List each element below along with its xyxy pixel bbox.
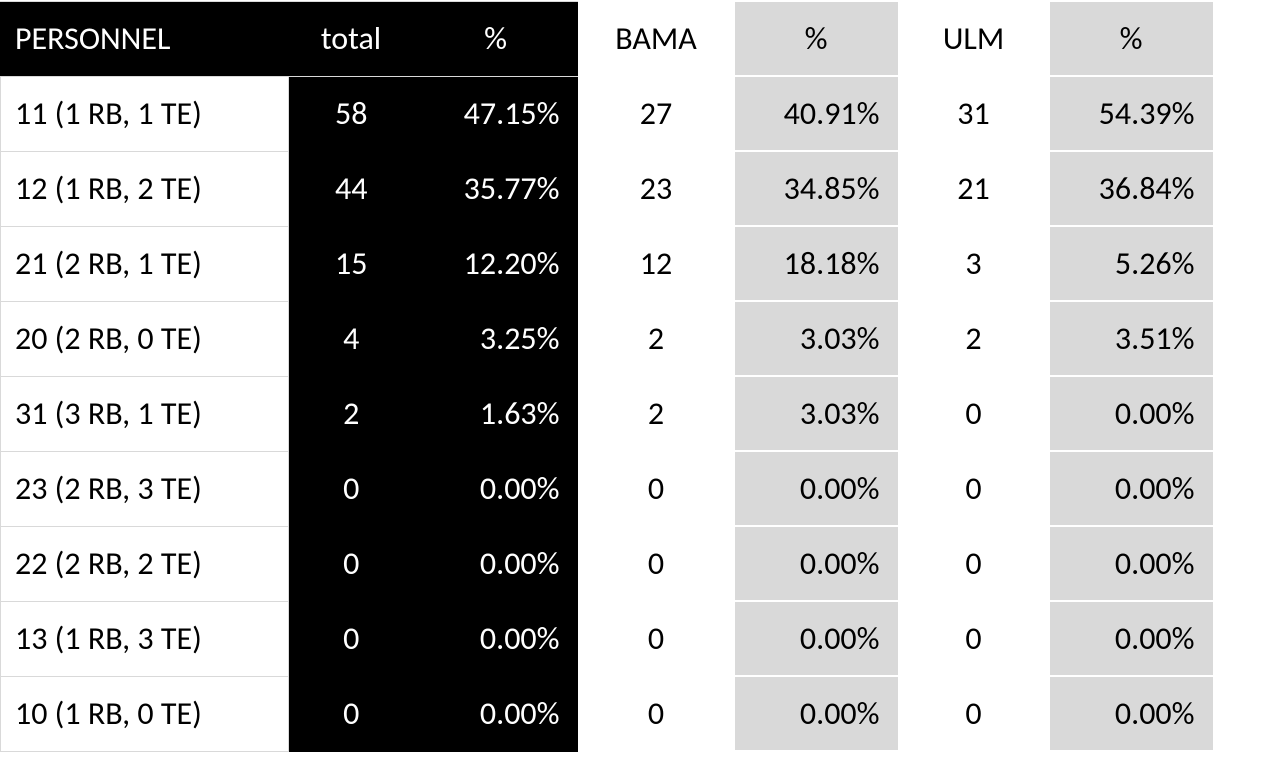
- cell-personnel: 12 (1 RB, 2 TE): [1, 151, 289, 226]
- cell-total-pct: 47.15%: [414, 76, 579, 151]
- cell-personnel: 31 (3 RB, 1 TE): [1, 376, 289, 451]
- table-row: 21 (2 RB, 1 TE) 15 12.20% 12 18.18% 3 5.…: [1, 226, 1214, 301]
- cell-total-pct: 0.00%: [414, 526, 579, 601]
- cell-bama-pct: 3.03%: [734, 301, 899, 376]
- cell-ulm-pct: 3.51%: [1049, 301, 1214, 376]
- cell-ulm: 0: [899, 676, 1049, 751]
- col-header-ulm-pct: %: [1049, 1, 1214, 76]
- cell-ulm-pct: 0.00%: [1049, 376, 1214, 451]
- cell-ulm: 3: [899, 226, 1049, 301]
- cell-total-pct: 0.00%: [414, 676, 579, 751]
- cell-total: 0: [289, 601, 414, 676]
- cell-total: 4: [289, 301, 414, 376]
- table-row: 23 (2 RB, 3 TE) 0 0.00% 0 0.00% 0 0.00%: [1, 451, 1214, 526]
- col-header-bama-pct: %: [734, 1, 899, 76]
- cell-total-pct: 1.63%: [414, 376, 579, 451]
- col-header-bama: BAMA: [579, 1, 734, 76]
- table-row: 13 (1 RB, 3 TE) 0 0.00% 0 0.00% 0 0.00%: [1, 601, 1214, 676]
- cell-bama-pct: 40.91%: [734, 76, 899, 151]
- cell-total-pct: 0.00%: [414, 601, 579, 676]
- cell-bama: 23: [579, 151, 734, 226]
- cell-bama: 0: [579, 601, 734, 676]
- cell-ulm: 31: [899, 76, 1049, 151]
- personnel-table-wrap: PERSONNEL total % BAMA % ULM % 11 (1 RB,…: [0, 0, 1215, 752]
- cell-personnel: 10 (1 RB, 0 TE): [1, 676, 289, 751]
- cell-bama: 2: [579, 376, 734, 451]
- personnel-table: PERSONNEL total % BAMA % ULM % 11 (1 RB,…: [0, 0, 1215, 752]
- cell-ulm: 0: [899, 451, 1049, 526]
- cell-bama-pct: 34.85%: [734, 151, 899, 226]
- cell-total-pct: 3.25%: [414, 301, 579, 376]
- cell-total: 0: [289, 676, 414, 751]
- cell-total: 2: [289, 376, 414, 451]
- col-header-total: total: [289, 1, 414, 76]
- cell-bama-pct: 0.00%: [734, 451, 899, 526]
- table-row: 12 (1 RB, 2 TE) 44 35.77% 23 34.85% 21 3…: [1, 151, 1214, 226]
- cell-bama-pct: 3.03%: [734, 376, 899, 451]
- table-body: 11 (1 RB, 1 TE) 58 47.15% 27 40.91% 31 5…: [1, 76, 1214, 751]
- cell-total: 0: [289, 526, 414, 601]
- cell-ulm: 0: [899, 601, 1049, 676]
- cell-bama: 2: [579, 301, 734, 376]
- cell-personnel: 20 (2 RB, 0 TE): [1, 301, 289, 376]
- cell-ulm-pct: 0.00%: [1049, 601, 1214, 676]
- cell-bama: 0: [579, 451, 734, 526]
- cell-ulm-pct: 0.00%: [1049, 526, 1214, 601]
- cell-bama-pct: 18.18%: [734, 226, 899, 301]
- cell-ulm-pct: 54.39%: [1049, 76, 1214, 151]
- cell-total: 15: [289, 226, 414, 301]
- cell-total-pct: 35.77%: [414, 151, 579, 226]
- cell-total-pct: 0.00%: [414, 451, 579, 526]
- table-header-row: PERSONNEL total % BAMA % ULM %: [1, 1, 1214, 76]
- cell-bama-pct: 0.00%: [734, 526, 899, 601]
- col-header-personnel: PERSONNEL: [1, 1, 289, 76]
- cell-total: 0: [289, 451, 414, 526]
- cell-ulm: 2: [899, 301, 1049, 376]
- table-row: 20 (2 RB, 0 TE) 4 3.25% 2 3.03% 2 3.51%: [1, 301, 1214, 376]
- cell-bama-pct: 0.00%: [734, 676, 899, 751]
- cell-total: 58: [289, 76, 414, 151]
- cell-bama: 0: [579, 526, 734, 601]
- cell-bama: 27: [579, 76, 734, 151]
- table-row: 31 (3 RB, 1 TE) 2 1.63% 2 3.03% 0 0.00%: [1, 376, 1214, 451]
- col-header-total-pct: %: [414, 1, 579, 76]
- cell-personnel: 11 (1 RB, 1 TE): [1, 76, 289, 151]
- cell-ulm-pct: 36.84%: [1049, 151, 1214, 226]
- table-row: 22 (2 RB, 2 TE) 0 0.00% 0 0.00% 0 0.00%: [1, 526, 1214, 601]
- cell-total-pct: 12.20%: [414, 226, 579, 301]
- cell-ulm: 21: [899, 151, 1049, 226]
- cell-ulm: 0: [899, 376, 1049, 451]
- cell-ulm: 0: [899, 526, 1049, 601]
- table-row: 11 (1 RB, 1 TE) 58 47.15% 27 40.91% 31 5…: [1, 76, 1214, 151]
- col-header-ulm: ULM: [899, 1, 1049, 76]
- cell-bama: 12: [579, 226, 734, 301]
- cell-ulm-pct: 0.00%: [1049, 451, 1214, 526]
- cell-total: 44: [289, 151, 414, 226]
- table-row: 10 (1 RB, 0 TE) 0 0.00% 0 0.00% 0 0.00%: [1, 676, 1214, 751]
- cell-personnel: 13 (1 RB, 3 TE): [1, 601, 289, 676]
- cell-personnel: 21 (2 RB, 1 TE): [1, 226, 289, 301]
- cell-ulm-pct: 5.26%: [1049, 226, 1214, 301]
- cell-ulm-pct: 0.00%: [1049, 676, 1214, 751]
- cell-bama-pct: 0.00%: [734, 601, 899, 676]
- cell-personnel: 22 (2 RB, 2 TE): [1, 526, 289, 601]
- cell-personnel: 23 (2 RB, 3 TE): [1, 451, 289, 526]
- cell-bama: 0: [579, 676, 734, 751]
